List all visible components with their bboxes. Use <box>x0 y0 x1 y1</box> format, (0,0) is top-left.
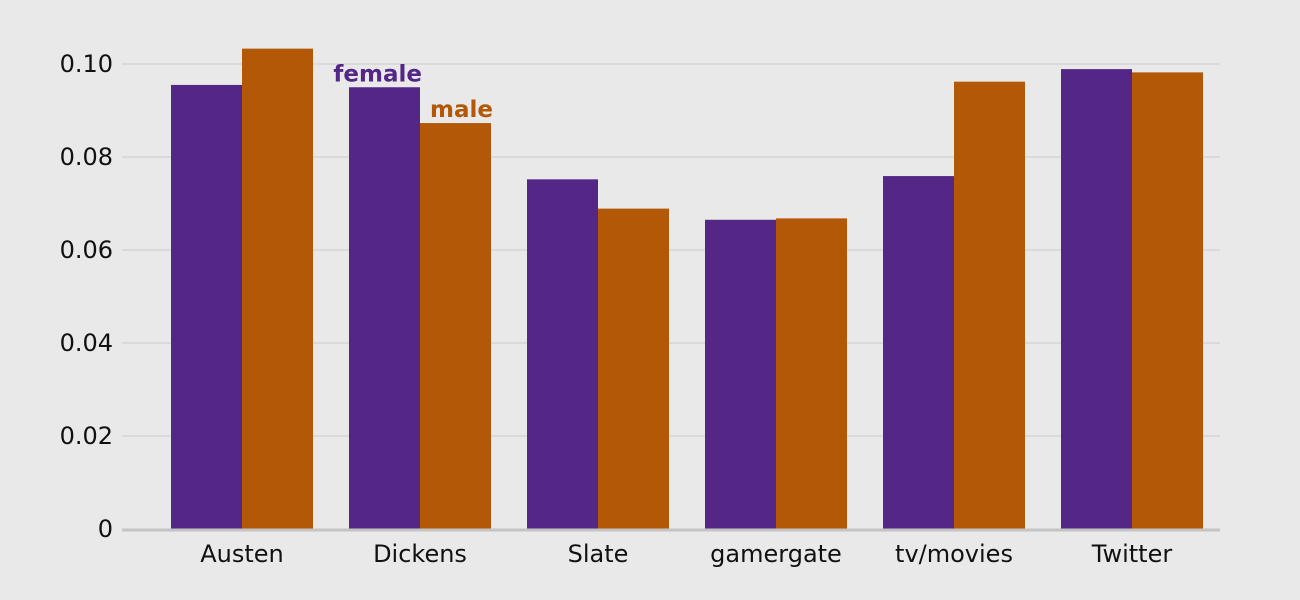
y-tick-label: 0 <box>98 515 113 543</box>
bar-male-tv-movies <box>954 81 1025 530</box>
y-axis-tick-labels: 0 0.02 0.04 0.06 0.08 0.10 <box>60 50 113 543</box>
bar-female-gamergate <box>705 219 776 529</box>
bar-male-dickens <box>420 123 491 530</box>
y-tick-label: 0.04 <box>60 329 113 357</box>
bar-male-twitter <box>1132 72 1203 530</box>
x-category-label: Dickens <box>373 540 467 568</box>
y-tick-label: 0.10 <box>60 50 113 78</box>
bar-female-twitter <box>1061 69 1132 530</box>
x-category-label: gamergate <box>710 540 842 568</box>
bars <box>171 48 1203 530</box>
x-axis-category-labels: Austen Dickens Slate gamergate tv/movies Twit… <box>200 540 1172 568</box>
x-category-label: tv/movies <box>895 540 1013 568</box>
x-category-label: Austen <box>200 540 284 568</box>
x-category-label: Slate <box>568 540 629 568</box>
bar-female-austen <box>171 84 242 530</box>
bar-male-austen <box>242 48 313 529</box>
bar-male-gamergate <box>776 218 847 529</box>
bar-male-slate <box>598 208 669 530</box>
series-label-female: female <box>333 61 422 87</box>
y-tick-label: 0.06 <box>60 236 113 264</box>
bar-female-slate <box>527 179 598 529</box>
series-labels: female male <box>333 61 493 123</box>
y-tick-label: 0.08 <box>60 143 113 171</box>
bar-female-dickens <box>349 87 420 529</box>
x-category-label: Twitter <box>1091 540 1173 568</box>
bar-female-tv-movies <box>883 176 954 529</box>
y-tick-label: 0.02 <box>60 422 113 450</box>
series-label-male: male <box>430 97 493 123</box>
